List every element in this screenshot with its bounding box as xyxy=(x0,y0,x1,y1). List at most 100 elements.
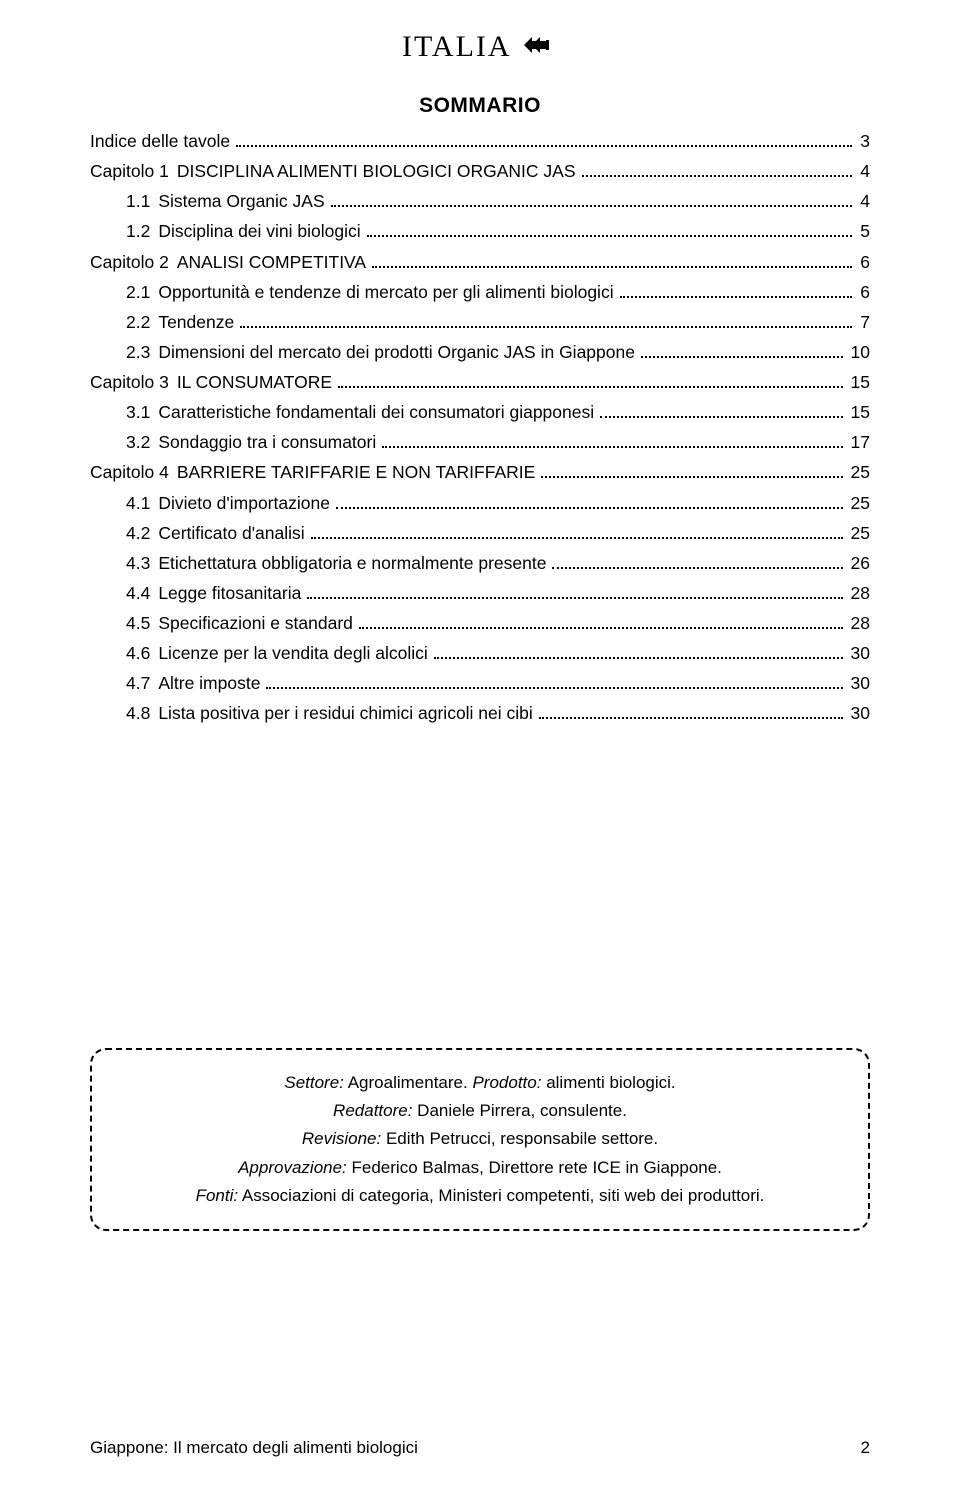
toc-row: 4.1 Divieto d'importazione 25 xyxy=(90,490,870,517)
toc-leader-dots xyxy=(307,586,842,599)
toc-entry-title: Indice delle tavole xyxy=(90,128,230,155)
toc-leader-dots xyxy=(359,617,843,630)
toc-row: Indice delle tavole3 xyxy=(90,128,870,155)
toc-row: Capitolo 4 BARRIERE TARIFFARIE E NON TAR… xyxy=(90,459,870,486)
toc-row: 1.1 Sistema Organic JAS4 xyxy=(90,188,870,215)
toc-entry-page: 4 xyxy=(856,158,870,185)
toc-entry-page: 4 xyxy=(856,188,870,215)
credits-line-fonti: Fonti: Associazioni di categoria, Minist… xyxy=(112,1183,848,1209)
fonti-label: Fonti: xyxy=(196,1186,239,1205)
footer-page-number: 2 xyxy=(861,1438,870,1458)
toc-entry-label: Capitolo 3 xyxy=(90,369,169,396)
toc-row: 2.2 Tendenze7 xyxy=(90,309,870,336)
revisione-label: Revisione: xyxy=(302,1129,381,1148)
toc-row: Capitolo 3 IL CONSUMATORE 15 xyxy=(90,369,870,396)
toc-entry-page: 25 xyxy=(847,459,870,486)
toc-entry-label: 4.6 xyxy=(126,640,150,667)
toc-leader-dots xyxy=(434,647,843,660)
toc-leader-dots xyxy=(336,496,843,509)
toc-row: 4.6 Licenze per la vendita degli alcolic… xyxy=(90,640,870,667)
toc-leader-dots xyxy=(582,165,853,178)
sommario-heading: SOMMARIO xyxy=(90,94,870,118)
credits-line-redattore: Redattore: Daniele Pirrera, consulente. xyxy=(112,1098,848,1124)
prodotto-value: alimenti biologici. xyxy=(546,1073,675,1092)
toc-entry-page: 6 xyxy=(856,249,870,276)
toc-row: 3.1 Caratteristiche fondamentali dei con… xyxy=(90,399,870,426)
toc-entry-page: 30 xyxy=(847,700,870,727)
toc-entry-title: Legge fitosanitaria xyxy=(158,580,301,607)
toc-entry-page: 25 xyxy=(847,490,870,517)
fonti-value: Associazioni di categoria, Ministeri com… xyxy=(242,1186,765,1205)
toc-row: 3.2 Sondaggio tra i consumatori 17 xyxy=(90,429,870,456)
toc-row: Capitolo 2 ANALISI COMPETITIVA 6 xyxy=(90,249,870,276)
toc-entry-title: Divieto d'importazione xyxy=(158,490,330,517)
toc-entry-label: 1.2 xyxy=(126,218,150,245)
credits-line-approvazione: Approvazione: Federico Balmas, Direttore… xyxy=(112,1155,848,1181)
settore-label: Settore: xyxy=(284,1073,344,1092)
toc-leader-dots xyxy=(331,195,853,208)
toc-entry-title: Certificato d'analisi xyxy=(158,520,304,547)
credits-line-revisione: Revisione: Edith Petrucci, responsabile … xyxy=(112,1126,848,1152)
toc-leader-dots xyxy=(382,436,842,449)
toc-entry-page: 26 xyxy=(847,550,870,577)
toc-leader-dots xyxy=(236,135,852,148)
toc-entry-label: 4.7 xyxy=(126,670,150,697)
toc-row: 4.8 Lista positiva per i residui chimici… xyxy=(90,700,870,727)
toc-entry-page: 10 xyxy=(847,339,870,366)
toc-leader-dots xyxy=(240,315,852,328)
toc-entry-title: DISCIPLINA ALIMENTI BIOLOGICI ORGANIC JA… xyxy=(177,158,576,185)
page-footer: Giappone: Il mercato degli alimenti biol… xyxy=(90,1438,870,1458)
toc-entry-title: Lista positiva per i residui chimici agr… xyxy=(158,700,532,727)
toc-leader-dots xyxy=(266,677,842,690)
toc-entry-label: 4.8 xyxy=(126,700,150,727)
toc-entry-title: ANALISI COMPETITIVA xyxy=(177,249,366,276)
toc-row: 4.4 Legge fitosanitaria28 xyxy=(90,580,870,607)
page: ITALIA SOMMARIO Indice delle tavole3 Capi… xyxy=(0,0,960,1490)
toc-entry-page: 15 xyxy=(847,399,870,426)
credits-box: Settore: Agroalimentare. Prodotto: alime… xyxy=(90,1048,870,1232)
toc-entry-label: Capitolo 4 xyxy=(90,459,169,486)
toc-entry-page: 6 xyxy=(856,279,870,306)
toc-entry-label: 2.2 xyxy=(126,309,150,336)
toc-entry-label: 1.1 xyxy=(126,188,150,215)
toc-entry-page: 25 xyxy=(847,520,870,547)
toc-entry-title: BARRIERE TARIFFARIE E NON TARIFFARIE xyxy=(177,459,536,486)
logo-arrows-icon xyxy=(524,34,558,61)
logo-text: ITALIA xyxy=(402,30,512,64)
toc-entry-label: 3.2 xyxy=(126,429,150,456)
toc-entry-title: Dimensioni del mercato dei prodotti Orga… xyxy=(158,339,635,366)
toc-entry-title: Licenze per la vendita degli alcolici xyxy=(158,640,427,667)
toc-entry-title: Caratteristiche fondamentali dei consuma… xyxy=(158,399,594,426)
toc-entry-label: 4.1 xyxy=(126,490,150,517)
toc-entry-label: 3.1 xyxy=(126,399,150,426)
toc-entry-label: Capitolo 2 xyxy=(90,249,169,276)
approvazione-value: Federico Balmas, Direttore rete ICE in G… xyxy=(352,1158,722,1177)
toc-entry-page: 28 xyxy=(847,610,870,637)
toc-row: Capitolo 1 DISCIPLINA ALIMENTI BIOLOGICI… xyxy=(90,158,870,185)
toc-entry-title: Specificazioni e standard xyxy=(158,610,353,637)
toc-row: 1.2 Disciplina dei vini biologici5 xyxy=(90,218,870,245)
toc-leader-dots xyxy=(641,345,843,358)
toc-leader-dots xyxy=(311,526,843,539)
toc-entry-page: 17 xyxy=(847,429,870,456)
header-logo: ITALIA xyxy=(90,30,870,64)
credits-line-settore: Settore: Agroalimentare. Prodotto: alime… xyxy=(112,1070,848,1096)
toc-leader-dots xyxy=(367,225,853,238)
toc-entry-page: 15 xyxy=(847,369,870,396)
toc-entry-page: 30 xyxy=(847,640,870,667)
settore-value: Agroalimentare. xyxy=(348,1073,468,1092)
toc-entry-label: 2.1 xyxy=(126,279,150,306)
toc-row: 4.5 Specificazioni e standard28 xyxy=(90,610,870,637)
toc-entry-page: 30 xyxy=(847,670,870,697)
toc-entry-label: 2.3 xyxy=(126,339,150,366)
redattore-label: Redattore: xyxy=(333,1101,412,1120)
toc-leader-dots xyxy=(372,255,852,268)
table-of-contents: Indice delle tavole3 Capitolo 1 DISCIPLIN… xyxy=(90,128,870,728)
footer-title: Giappone: Il mercato degli alimenti biol… xyxy=(90,1438,418,1458)
toc-entry-page: 7 xyxy=(856,309,870,336)
toc-entry-title: Sondaggio tra i consumatori xyxy=(158,429,376,456)
toc-leader-dots xyxy=(541,466,842,479)
toc-leader-dots xyxy=(539,707,843,720)
toc-entry-title: IL CONSUMATORE xyxy=(177,369,332,396)
toc-entry-label: 4.4 xyxy=(126,580,150,607)
